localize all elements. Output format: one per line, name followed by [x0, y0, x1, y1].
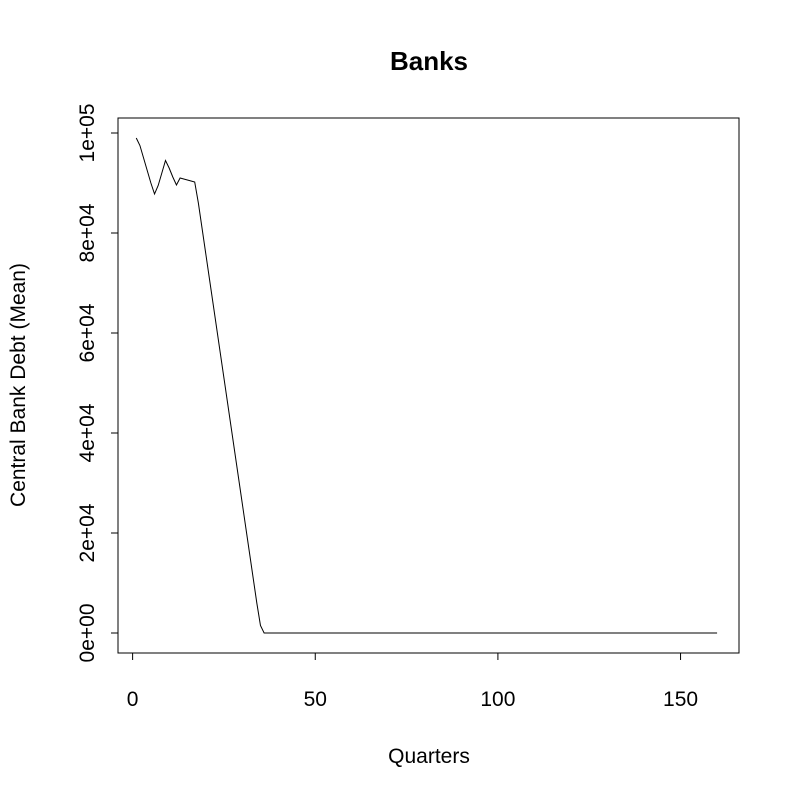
y-axis: 0e+00 2e+04 4e+04 6e+04 8e+04 1e+05: [76, 104, 119, 663]
series-layer: [135, 137, 718, 634]
x-tick-label: 150: [663, 688, 698, 711]
y-axis-label: Central Bank Debt (Mean): [7, 263, 30, 507]
y-tick-label: 8e+04: [76, 203, 99, 262]
x-tick-label: 0: [127, 688, 139, 711]
y-tick-label: 1e+05: [76, 104, 99, 163]
x-tick-label: 100: [480, 688, 515, 711]
y-tick-label: 6e+04: [76, 303, 99, 362]
series-line: [135, 137, 718, 634]
chart-title: Banks: [390, 46, 468, 76]
x-tick-label: 50: [304, 688, 327, 711]
y-tick-label: 2e+04: [76, 503, 99, 562]
y-tick-label: 4e+04: [76, 403, 99, 462]
x-axis-label: Quarters: [388, 745, 470, 768]
y-tick-label: 0e+00: [76, 604, 99, 663]
x-axis: 0 50 100 150: [127, 652, 698, 711]
